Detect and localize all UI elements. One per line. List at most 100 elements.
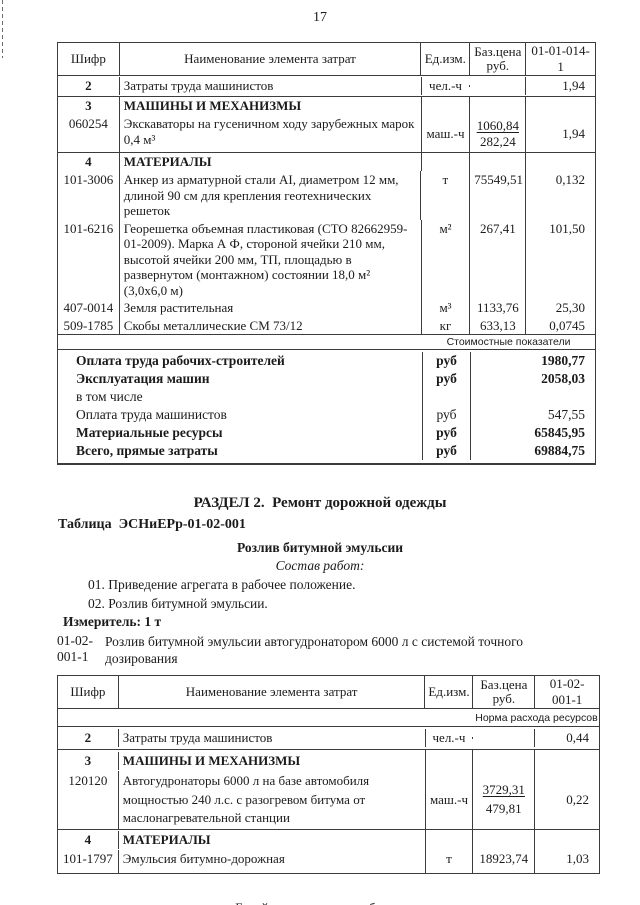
item-price: 3729,31 479,81 [472, 771, 534, 829]
item-price: 1133,76 [469, 299, 525, 317]
item-name: Автогудронаторы 6000 л на базе автомобил… [117, 771, 425, 829]
group-code: 3 [84, 752, 92, 768]
item-price: 267,41 [469, 219, 525, 299]
section-table-label: Таблица ЭСНиЕРр-01-02-001 [58, 517, 246, 532]
table2-col-header-norm: 01-02-001-1 [534, 676, 599, 708]
table1-col-header-unit: Ед.изм. [420, 43, 469, 75]
item-value: 1,94 [525, 115, 595, 152]
group-header-line: 3 МАШИНЫ И МЕХАНИЗМЫ [58, 750, 599, 771]
item-value: 0,22 [534, 771, 599, 829]
meter-label: Измеритель: 1 т [63, 614, 162, 629]
item-unit: м² [420, 219, 470, 299]
empty-cell [525, 153, 595, 171]
scan-artifact [2, 0, 3, 58]
empty-cell [469, 97, 525, 115]
item-value: 0,0745 [525, 316, 595, 334]
empty-cell [424, 750, 473, 771]
row-code: 2 [85, 78, 92, 93]
summary-label: Оплата труда машинистов [76, 407, 227, 422]
section-title: РАЗДЕЛ 2. Ремонт дорожной одежды [193, 495, 447, 511]
price-with-wages: 1060,84 [476, 118, 519, 133]
group-item-line: 120120 Автогудронаторы 6000 л на базе ав… [58, 771, 599, 829]
table2-machines-group: 3 МАШИНЫ И МЕХАНИЗМЫ 120120 Автогудронат… [58, 750, 599, 830]
summary-unit: руб [422, 352, 471, 370]
material-item: 407-0014 Земля растительная м³ 1133,76 2… [58, 299, 595, 317]
work-item-1: 01. Приведение агрегата в рабочее положе… [88, 577, 356, 592]
table2-col-header-price: Баз.цена руб. [472, 676, 534, 708]
summary-label: Всего, прямые затраты [76, 443, 218, 458]
row-name: Затраты труда машинистов [117, 729, 425, 747]
summary-value: 2058,03 [541, 371, 585, 386]
group-code: 3 [85, 98, 92, 113]
row-unit: чел.-ч [424, 729, 473, 747]
empty-cell [424, 829, 473, 850]
group-code: 4 [84, 831, 92, 847]
item-value-text: 1,94 [562, 125, 586, 141]
section-subtitle: Розлив битумной эмульсии [236, 540, 404, 555]
item-code: 101-6216 [63, 220, 114, 236]
group-title: МАШИНЫ И МЕХАНИЗМЫ [118, 97, 421, 115]
material-item: 101-1797 Эмульсия битумно-дорожная т 189… [58, 849, 599, 873]
summary-row: Эксплуатация машин руб 2058,03 [58, 370, 595, 388]
item-code: 101-3006 [63, 172, 114, 187]
item-price: 1060,84 282,24 [469, 115, 525, 152]
table2-col-header-unit: Ед.изм. [424, 676, 472, 708]
item-price: 18923,74 [472, 849, 534, 873]
table1-col-header-code: Шифр [70, 51, 106, 66]
summary-unit: руб [422, 442, 471, 460]
summary-label: в том числе [76, 389, 143, 404]
region-footer: Еврейская автономная область [0, 900, 640, 905]
item-unit: кг [420, 316, 470, 334]
wages-part: 282,24 [479, 133, 516, 149]
row-price-empty [469, 85, 525, 87]
item-unit: т [424, 849, 473, 873]
item-name: Эмульсия битумно-дорожная [117, 849, 425, 873]
cost-indicators-label: Стоимостные показатели [446, 336, 571, 348]
item-code: 060254 [68, 116, 108, 131]
empty-cell [534, 829, 599, 850]
wages-part: 479,81 [485, 800, 522, 816]
empty-cell [525, 97, 595, 115]
table1-materials-group: 4 МАТЕРИАЛЫ 101-3006 Анкер из арматурной… [58, 153, 595, 335]
group-title: МАТЕРИАЛЫ [117, 830, 425, 849]
item-name: Экскаваторы на гусеничном ходу зарубежны… [118, 115, 421, 152]
group-header-line: 4 МАТЕРИАЛЫ [58, 153, 595, 171]
table1-col-header-norm: 01-01-014-1 [525, 43, 595, 75]
row-value: 1,94 [525, 77, 595, 95]
item-unit: м³ [420, 299, 470, 317]
row-value: 0,44 [534, 729, 599, 747]
summary-unit [422, 388, 471, 406]
summary-label: Эксплуатация машин [76, 371, 210, 386]
item-code: 407-0014 [63, 300, 114, 315]
table2-col-header-name: Наименование элемента затрат [117, 676, 425, 708]
group-header-line: 4 МАТЕРИАЛЫ [58, 829, 599, 850]
summary-row: Оплата труда рабочих-строителей руб 1980… [58, 352, 595, 370]
item-name: Скобы металлические СМ 73/12 [118, 316, 421, 334]
summary-label: Оплата труда рабочих-строителей [76, 353, 285, 368]
empty-cell [534, 750, 599, 771]
item-price: 75549,51 [469, 171, 525, 220]
table2-row-labor: 2 Затраты труда машинистов чел.-ч 0,44 [58, 727, 599, 750]
row-unit: чел.-ч [420, 77, 470, 95]
resource-norm-row: Норма расхода ресурсов [58, 709, 599, 727]
row-name: Затраты труда машинистов [118, 77, 421, 95]
table2-col-header-code: Шифр [70, 684, 106, 699]
item-name: Анкер из арматурной стали AI, диаметром … [118, 171, 421, 220]
group-title: МАТЕРИАЛЫ [118, 153, 421, 171]
work-item-2: 02. Розлив битумной эмульсии. [88, 596, 268, 611]
material-item: 101-3006 Анкер из арматурной стали AI, д… [58, 171, 595, 220]
table1-machines-group: 3 МАШИНЫ И МЕХАНИЗМЫ 060254 Экскаваторы … [58, 97, 595, 153]
norm-description-row: 01-02-001-1 Розлив битумной эмульсии авт… [57, 633, 640, 667]
item-value-text: 0,22 [566, 791, 589, 807]
table1-col-header-price: Баз.цена руб. [469, 43, 525, 75]
group-title: МАШИНЫ И МЕХАНИЗМЫ [117, 751, 425, 770]
item-value: 101,50 [525, 219, 595, 299]
item-code: 120120 [68, 773, 108, 788]
empty-cell [472, 750, 534, 771]
table1-col-header-name: Наименование элемента затрат [118, 43, 421, 75]
norm-description: Розлив битумной эмульсии автогудронаторо… [105, 634, 524, 666]
row-code: 2 [84, 730, 92, 745]
material-item: 101-6216 Георешетка объемная пластиковая… [58, 219, 595, 299]
table1-summary-block: Оплата труда рабочих-строителей руб 1980… [58, 350, 595, 464]
